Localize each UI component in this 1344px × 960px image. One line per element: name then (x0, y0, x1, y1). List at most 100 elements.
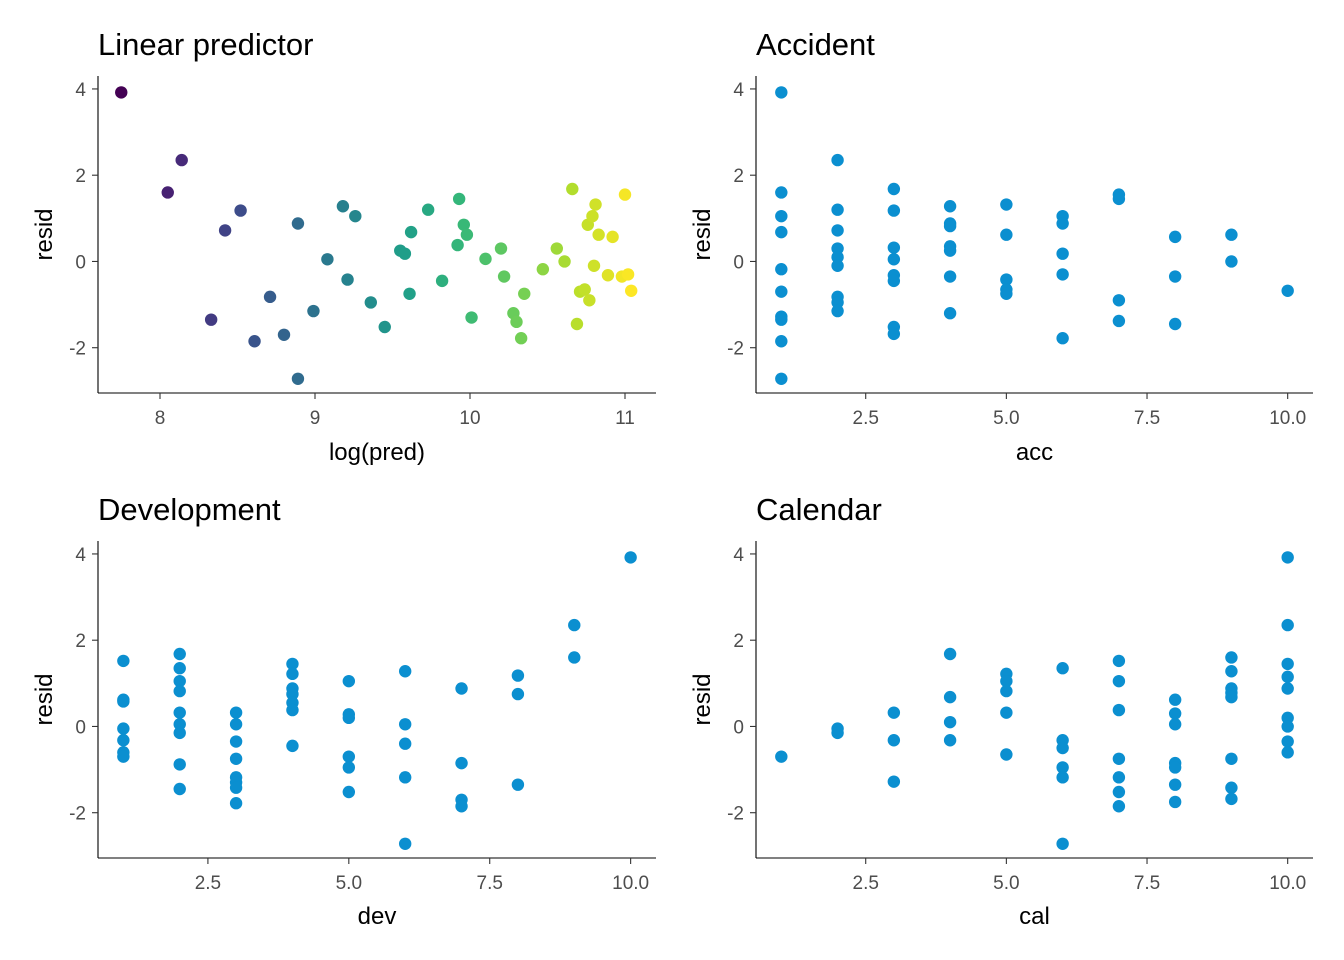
data-point (1281, 746, 1294, 759)
data-point (831, 726, 844, 740)
data-point (173, 684, 186, 698)
data-point (887, 241, 901, 254)
data-point (586, 209, 599, 223)
data-point (115, 86, 128, 99)
x-axis-label: log(pred) (329, 439, 425, 466)
data-point (514, 332, 528, 345)
data-point (887, 706, 901, 719)
data-point (1000, 706, 1013, 719)
data-point (511, 778, 525, 791)
data-point (286, 657, 299, 671)
x-tick-label: 7.5 (1134, 408, 1160, 429)
data-point (336, 200, 350, 213)
data-point (218, 224, 232, 237)
data-point (435, 274, 449, 288)
data-point (1225, 228, 1238, 241)
data-point (173, 662, 186, 675)
x-axis-label: cal (1019, 903, 1050, 930)
data-point (578, 283, 591, 296)
data-point (570, 317, 584, 331)
data-point (229, 752, 243, 766)
data-point (1000, 228, 1013, 241)
y-axis-label: resid (689, 208, 716, 260)
data-point (1056, 741, 1069, 755)
data-point (229, 718, 243, 731)
data-point (831, 296, 844, 309)
data-point (943, 307, 957, 320)
data-point (621, 268, 635, 281)
data-point (550, 242, 563, 255)
data-point (1056, 217, 1069, 230)
y-tick-label: 2 (75, 166, 86, 187)
data-point (460, 228, 474, 241)
data-point (398, 737, 412, 750)
data-point (1225, 781, 1238, 794)
panel-1: Linear predictor -2 0 2 4 8 9 10 11 log(pred) resi… (31, 27, 656, 466)
data-point (1225, 690, 1238, 704)
data-point (1112, 654, 1126, 668)
y-tick-label: 0 (75, 252, 86, 273)
data-point (1225, 255, 1238, 268)
x-tick-label: 7.5 (1134, 873, 1160, 894)
x-tick-label: 10.0 (1269, 873, 1306, 894)
data-point (173, 706, 186, 719)
data-point (775, 209, 788, 223)
data-point (887, 204, 901, 217)
data-point (589, 198, 602, 211)
data-point (204, 313, 218, 326)
data-point (229, 706, 243, 719)
data-point (775, 186, 788, 199)
data-point (364, 296, 377, 309)
x-tick-label: 11 (615, 408, 635, 429)
data-point (775, 335, 788, 348)
data-point (421, 203, 435, 216)
data-point (479, 252, 492, 266)
data-point (398, 771, 412, 784)
y-axis-label: resid (689, 673, 716, 725)
data-point (451, 238, 464, 252)
data-point (161, 186, 174, 199)
data-point (1281, 657, 1294, 671)
data-point (457, 218, 470, 231)
data-point (775, 285, 788, 298)
data-point (1000, 287, 1013, 301)
data-point (1000, 198, 1013, 211)
data-point (1112, 800, 1126, 813)
data-point (234, 204, 247, 217)
data-point (943, 219, 957, 233)
data-point (117, 722, 130, 735)
data-point (378, 320, 391, 334)
data-point (1225, 752, 1238, 766)
data-point (1112, 674, 1126, 688)
data-point (263, 290, 277, 304)
data-point (536, 263, 550, 276)
data-point (1281, 720, 1294, 733)
data-point (943, 690, 957, 704)
points-group (117, 551, 637, 850)
data-point (404, 225, 418, 239)
data-point (455, 800, 468, 813)
points-group (775, 551, 1294, 850)
data-point (403, 287, 416, 301)
data-point (465, 311, 478, 324)
data-point (229, 735, 243, 748)
data-point (117, 654, 130, 668)
y-tick-label: 0 (733, 252, 744, 273)
data-point (1168, 693, 1182, 706)
data-point (1112, 752, 1126, 766)
data-point (291, 372, 305, 385)
data-point (511, 669, 525, 682)
data-point (286, 667, 299, 681)
data-point (887, 274, 901, 288)
data-point (1112, 703, 1126, 717)
data-point (398, 247, 412, 260)
data-point (173, 782, 186, 796)
data-point (173, 647, 186, 661)
data-point (455, 756, 468, 770)
data-point (398, 718, 412, 731)
data-point (601, 269, 615, 282)
data-point (452, 192, 466, 206)
panel-title: Calendar (756, 492, 882, 527)
data-point (321, 253, 334, 266)
